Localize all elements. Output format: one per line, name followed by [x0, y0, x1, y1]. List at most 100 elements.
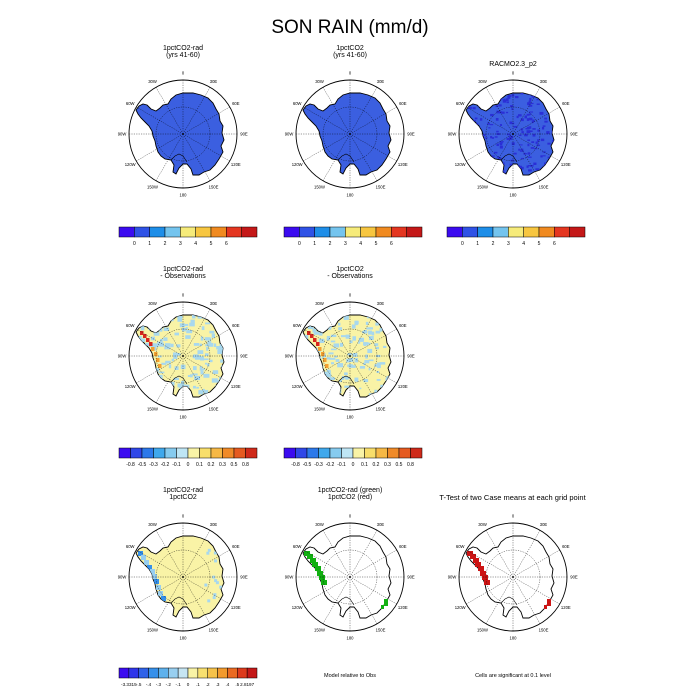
colorbar-tick-label: 0 — [133, 241, 136, 247]
colorbar-tick-label: 2 — [329, 241, 332, 247]
lon-label: 180 — [180, 415, 188, 420]
lon-label: 180 — [510, 636, 518, 641]
lon-label: 120E — [231, 384, 241, 389]
colorbar-swatch — [153, 447, 166, 459]
colorbar-swatch — [306, 447, 319, 459]
colorbar-swatch — [176, 447, 189, 459]
lon-label: 60W — [456, 101, 465, 106]
lon-label: 150E — [376, 627, 386, 632]
map-boundary — [295, 522, 405, 632]
colorbar-tick-label: 0.8 — [242, 462, 249, 468]
colorbar-tick-label: -3.3315 — [121, 682, 137, 687]
colorbar-tick-label: -0.8 — [126, 462, 135, 468]
lon-label: 150W — [477, 627, 488, 632]
colorbar-swatch — [283, 447, 296, 459]
colorbar-tick-label: 0 — [298, 241, 301, 247]
colorbar-tick-label: -0.2 — [326, 462, 335, 468]
lon-label: 90E — [407, 132, 415, 137]
lon-label: 60W — [126, 323, 135, 328]
colorbar-swatch — [477, 226, 494, 238]
colorbar-bias-2: -0.8 -0.5 -0.3 -0.2 -0.1 0 0.1 0.2 0.3 0.5 0.8 — [283, 447, 423, 473]
panel-title-6: 1pctCO2-rad 1pctCO2 — [162, 487, 204, 501]
polar-map-svg: 0 30E 60E 90E 120E 150E 180 150W 120W 90W 60W 30W — [448, 514, 578, 641]
lon-label: 120W — [125, 384, 136, 389]
colorbar-swatch — [245, 447, 258, 459]
colorbar-tick-label: 4 — [359, 241, 362, 247]
colorbar-tick-label: 0.1 — [196, 462, 203, 468]
colorbar-mean-1: 0 1 2 3 4 5 6 — [118, 226, 258, 252]
page-title: SON RAIN (mm/d) — [271, 17, 429, 38]
lon-label: 120W — [125, 605, 136, 610]
colorbar-tick-label: 0.5 — [396, 462, 403, 468]
colorbar-tick-label: 0.3 — [384, 462, 391, 468]
lon-label: 0 — [182, 293, 185, 298]
polar-map-svg: 0 30E 60E 90E 120E 150E 180 150W 120W 90W 60W 30W — [118, 71, 248, 198]
lon-label: 150E — [209, 627, 219, 632]
colorbar-tick-label: -0.1 — [172, 462, 181, 468]
colorbar-swatch — [299, 226, 315, 238]
panel-title-7: 1pctCO2-rad (green) 1pctCO2 (red) — [317, 487, 383, 501]
colorbar-mean-3: 0 1 2 3 4 5 6 — [446, 226, 586, 252]
lon-label: 120W — [125, 162, 136, 167]
colorbar-swatch — [318, 447, 331, 459]
colorbar-swatch — [187, 667, 199, 679]
lon-label: 120W — [292, 605, 303, 610]
lon-label: 150W — [147, 406, 158, 411]
colorbar-tick-label: 6 — [553, 241, 556, 247]
lon-label: 60E — [399, 101, 407, 106]
colorbar-svg: -3.3315 -.5 -.4 -.3 -.2 -.1 0 .1 .2 .3 .4 .5 2.8197 — [118, 667, 258, 687]
colorbar-swatch — [237, 667, 248, 679]
colorbar-tick-label: -0.3 — [314, 462, 323, 468]
panel-title-3: RACMO2.3_p2 — [489, 61, 537, 68]
colorbar-tick-label: .3 — [216, 682, 220, 687]
colorbar-swatch — [554, 226, 570, 238]
lon-label: 30E — [377, 301, 385, 306]
lon-label: 180 — [347, 415, 355, 420]
colorbar-tick-label: 3 — [179, 241, 182, 247]
colorbar-swatch — [391, 226, 407, 238]
colorbar-tick-label: 0.5 — [231, 462, 238, 468]
lon-label: 60E — [232, 323, 240, 328]
lon-label: 30W — [315, 301, 324, 306]
colorbar-swatch — [195, 226, 212, 238]
colorbar-tick-label: 0.2 — [208, 462, 215, 468]
colorbar-svg: -0.8 -0.5 -0.3 -0.2 -0.1 0 0.1 0.2 0.3 0.5 0.8 — [118, 447, 258, 468]
lon-label: 120E — [561, 162, 571, 167]
colorbar-swatch — [523, 226, 540, 238]
lon-label: 150E — [539, 627, 549, 632]
colorbar-tick-label: -.5 — [136, 682, 142, 687]
lon-label: 60W — [126, 101, 135, 106]
lon-label: 90E — [570, 132, 578, 137]
colorbar-tick-label: 4 — [522, 241, 525, 247]
lon-label: 180 — [347, 636, 355, 641]
lon-label: 0 — [182, 71, 185, 76]
colorbar-swatch — [199, 447, 212, 459]
colorbar-swatch — [241, 226, 258, 238]
lon-label: 150E — [209, 184, 219, 189]
polar-map-co2-minus-obs: 0 30E 60E 90E 120E 150E 180 150W 120W 90W 60W 30W — [280, 286, 420, 426]
lon-label: 120W — [292, 384, 303, 389]
lon-label: 150E — [209, 406, 219, 411]
colorbar-tick-label: .4 — [226, 682, 230, 687]
lon-label: 0 — [512, 71, 515, 76]
lon-label: 30E — [210, 522, 218, 527]
colorbar-swatch — [295, 447, 308, 459]
lon-label: 60W — [293, 101, 302, 106]
colorbar-svg: 0 1 2 3 4 5 6 — [446, 226, 586, 247]
colorbar-svg: 0 1 2 3 4 5 6 — [283, 226, 423, 247]
lon-label: 90W — [118, 132, 127, 137]
colorbar-tick-label: 3 — [344, 241, 347, 247]
lon-label: 60W — [293, 323, 302, 328]
polar-map-ttest: 0 30E 60E 90E 120E 150E 180 150W 120W 90W 60W 30W — [443, 507, 583, 647]
lon-label: 30E — [210, 79, 218, 84]
lon-label: 120W — [455, 162, 466, 167]
colorbar-swatch — [233, 447, 246, 459]
colorbar-tick-label: -0.3 — [149, 462, 158, 468]
colorbar-tick-label: 1 — [476, 241, 479, 247]
lon-label: 30E — [377, 522, 385, 527]
colorbar-swatch — [569, 226, 586, 238]
lon-label: 120E — [231, 605, 241, 610]
colorbar-swatch — [180, 226, 196, 238]
colorbar-swatch — [138, 667, 149, 679]
lon-label: 30E — [210, 301, 218, 306]
